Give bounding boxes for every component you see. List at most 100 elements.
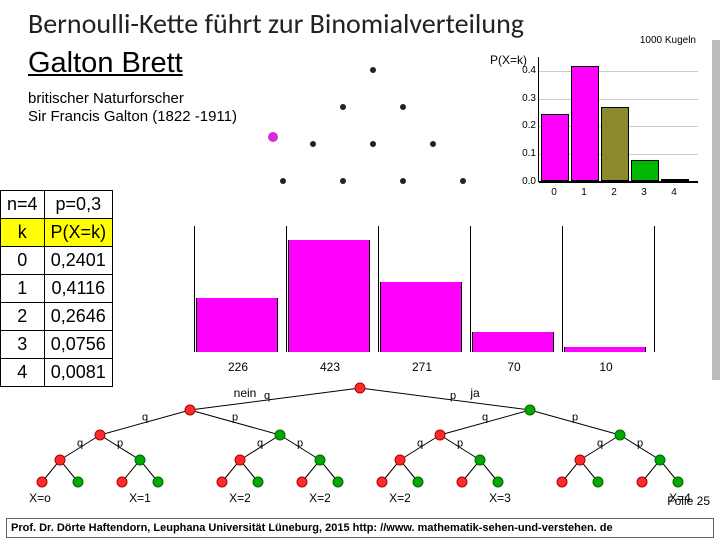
galton-pin — [400, 178, 406, 184]
tree-node-fail — [457, 477, 467, 487]
tree-label: q — [142, 412, 148, 424]
bin-bar — [288, 240, 370, 352]
bin-separator — [562, 226, 563, 352]
galton-pin — [460, 178, 466, 184]
table-row: 30,0756 — [1, 331, 113, 359]
bin-bar — [380, 282, 462, 352]
hist-grid — [539, 182, 698, 183]
table-row-params: n=4 p=0,3 — [1, 191, 113, 219]
galton-pin — [400, 104, 406, 110]
tree-label: X=2 — [389, 491, 411, 505]
hist-ytick: 0.3 — [512, 93, 536, 104]
tree-node-fail — [185, 405, 195, 415]
tree-label: p — [117, 438, 123, 450]
desc-line-2: Sir Francis Galton (1822 -1911) — [28, 108, 237, 125]
tree-node-fail — [117, 477, 127, 487]
px-header: P(X=k) — [44, 219, 113, 247]
tree-label: ja — [469, 386, 480, 400]
tree-node-success — [413, 477, 423, 487]
tree-label: q — [264, 390, 270, 402]
table-row: 00,2401 — [1, 247, 113, 275]
tree-label: X=1 — [129, 491, 151, 505]
galton-pin — [340, 104, 346, 110]
tree-label: q — [417, 438, 423, 450]
hist-bar — [661, 179, 689, 182]
tree-node-fail — [217, 477, 227, 487]
galton-pin — [430, 141, 436, 147]
tree-node-fail — [37, 477, 47, 487]
tree-label: p — [232, 412, 238, 424]
tree-node-fail — [377, 477, 387, 487]
hist-bar — [541, 114, 569, 181]
bin-separator — [470, 226, 471, 352]
bin-label: 10 — [564, 360, 648, 374]
tree-label: X=2 — [309, 491, 331, 505]
histogram: 1000 Kugeln P(X=k) 0.00.10.20.30.401234 — [490, 35, 710, 200]
tree-node-fail — [55, 455, 65, 465]
galton-pin — [310, 141, 316, 147]
galton-pin — [370, 67, 376, 73]
galton-pin — [340, 178, 346, 184]
tree-node-success — [153, 477, 163, 487]
tree-node-success — [475, 455, 485, 465]
bin-bar — [472, 332, 554, 352]
galton-pin — [370, 141, 376, 147]
tree-node-success — [253, 477, 263, 487]
hist-bar — [571, 66, 599, 181]
tree-node-fail — [557, 477, 567, 487]
tree-node-fail — [395, 455, 405, 465]
tree-node-fail — [235, 455, 245, 465]
tree-node-fail — [95, 430, 105, 440]
tree-edge — [190, 388, 360, 410]
hist-ytick: 0.2 — [512, 120, 536, 131]
bin-separator — [194, 226, 195, 352]
tree-node-success — [493, 477, 503, 487]
tree-label: X=2 — [229, 491, 251, 505]
tree-label: q — [257, 438, 263, 450]
tree-label: X=o — [29, 491, 51, 505]
slide: Bernoulli-Kette führt zur Binomialvertei… — [0, 0, 720, 540]
bin-separator — [286, 226, 287, 352]
hist-ytick: 0.0 — [512, 176, 536, 187]
hist-xtick: 1 — [579, 187, 589, 198]
tree-label: p — [637, 438, 643, 450]
tree-node-success — [275, 430, 285, 440]
hist-ytick: 0.4 — [512, 65, 536, 76]
footer: Prof. Dr. Dörte Haftendorn, Leuphana Uni… — [6, 518, 714, 538]
tree-label: q — [482, 412, 488, 424]
table-row: 20,2646 — [1, 303, 113, 331]
bin-bar — [196, 298, 278, 352]
p-cell: p=0,3 — [44, 191, 113, 219]
bin-separator — [378, 226, 379, 352]
bin-label: 70 — [472, 360, 556, 374]
tree-svg: qneinpjaqpqpqpqpqpqpX=oX=1X=2X=2X=2X=3X=… — [10, 380, 710, 510]
tree-node-success — [593, 477, 603, 487]
tree-node-success — [315, 455, 325, 465]
tree-node-success — [673, 477, 683, 487]
tree-label: nein — [234, 386, 257, 400]
tree-node-fail — [297, 477, 307, 487]
slide-number: Folie 25 — [667, 494, 710, 508]
tree-node-success — [655, 455, 665, 465]
hist-xtick: 3 — [639, 187, 649, 198]
k-header: k — [1, 219, 45, 247]
probability-table: n=4 p=0,3 k P(X=k) 00,2401 10,4116 20,26… — [0, 190, 113, 387]
galton-pin — [280, 178, 286, 184]
tree-label: X=3 — [489, 491, 511, 505]
tree-node-fail — [575, 455, 585, 465]
desc-line-1: britischer Naturforscher — [28, 90, 184, 107]
galton-bins: 2264232717010 — [186, 226, 666, 376]
tree-label: p — [572, 412, 578, 424]
hist-grid — [539, 71, 698, 72]
bin-bar — [564, 347, 646, 352]
tree-node-fail — [435, 430, 445, 440]
tree-node-success — [135, 455, 145, 465]
table-header: k P(X=k) — [1, 219, 113, 247]
n-cell: n=4 — [1, 191, 45, 219]
tree-node-fail — [355, 383, 365, 393]
tree-node-fail — [637, 477, 647, 487]
tree-node-success — [525, 405, 535, 415]
bin-label: 423 — [288, 360, 372, 374]
hist-xtick: 0 — [549, 187, 559, 198]
tree-label: p — [297, 438, 303, 450]
